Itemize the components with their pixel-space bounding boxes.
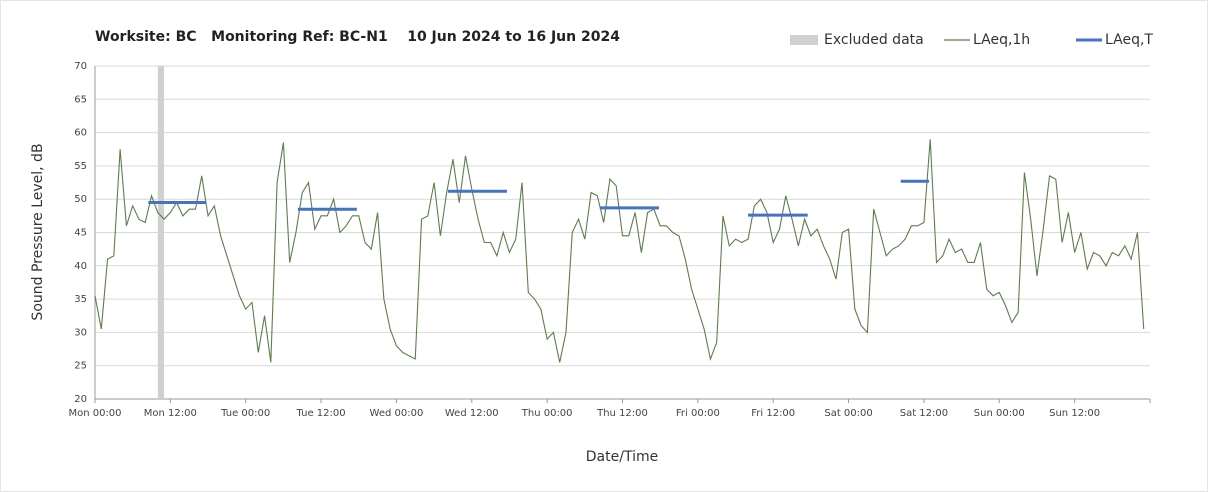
x-tick-label: Mon 12:00 bbox=[144, 408, 197, 419]
x-tick-label: Mon 00:00 bbox=[68, 408, 121, 419]
excluded-band bbox=[157, 66, 165, 399]
x-tick-label: Tue 00:00 bbox=[220, 408, 270, 419]
series-line bbox=[94, 139, 1145, 363]
legend-label: Excluded data bbox=[824, 32, 924, 48]
x-tick-label: Sun 00:00 bbox=[974, 408, 1025, 419]
y-tick-label: 30 bbox=[74, 327, 87, 338]
legend-label: LAeq,T bbox=[1105, 32, 1153, 48]
x-tick-label: Thu 00:00 bbox=[521, 408, 573, 419]
y-tick-label: 20 bbox=[74, 394, 87, 405]
x-tick-label: Wed 12:00 bbox=[445, 408, 499, 419]
x-axis-label: Date/Time bbox=[586, 449, 658, 465]
y-tick-label: 25 bbox=[74, 361, 87, 372]
y-tick-label: 50 bbox=[74, 194, 87, 205]
y-tick-label: 65 bbox=[74, 94, 87, 105]
y-tick-label: 60 bbox=[74, 128, 87, 139]
y-tick-label: 70 bbox=[74, 61, 87, 72]
y-tick-label: 55 bbox=[74, 161, 87, 172]
legend-swatch bbox=[790, 35, 818, 45]
y-axis-label: Sound Pressure Level, dB bbox=[30, 143, 46, 320]
x-tick-label: Sat 12:00 bbox=[900, 408, 948, 419]
y-tick-label: 35 bbox=[74, 294, 87, 305]
x-tick-label: Sat 00:00 bbox=[824, 408, 872, 419]
x-tick-label: Tue 12:00 bbox=[296, 408, 346, 419]
x-tick-label: Wed 00:00 bbox=[370, 408, 424, 419]
y-tick-label: 40 bbox=[74, 261, 87, 272]
x-tick-label: Fri 00:00 bbox=[676, 408, 720, 419]
legend-label: LAeq,1h bbox=[973, 32, 1030, 48]
chart-title: Worksite: BC Monitoring Ref: BC-N1 10 Ju… bbox=[95, 29, 620, 45]
x-tick-label: Fri 12:00 bbox=[751, 408, 795, 419]
x-tick-label: Thu 12:00 bbox=[596, 408, 648, 419]
x-tick-label: Sun 12:00 bbox=[1049, 408, 1100, 419]
y-tick-label: 45 bbox=[74, 228, 87, 239]
